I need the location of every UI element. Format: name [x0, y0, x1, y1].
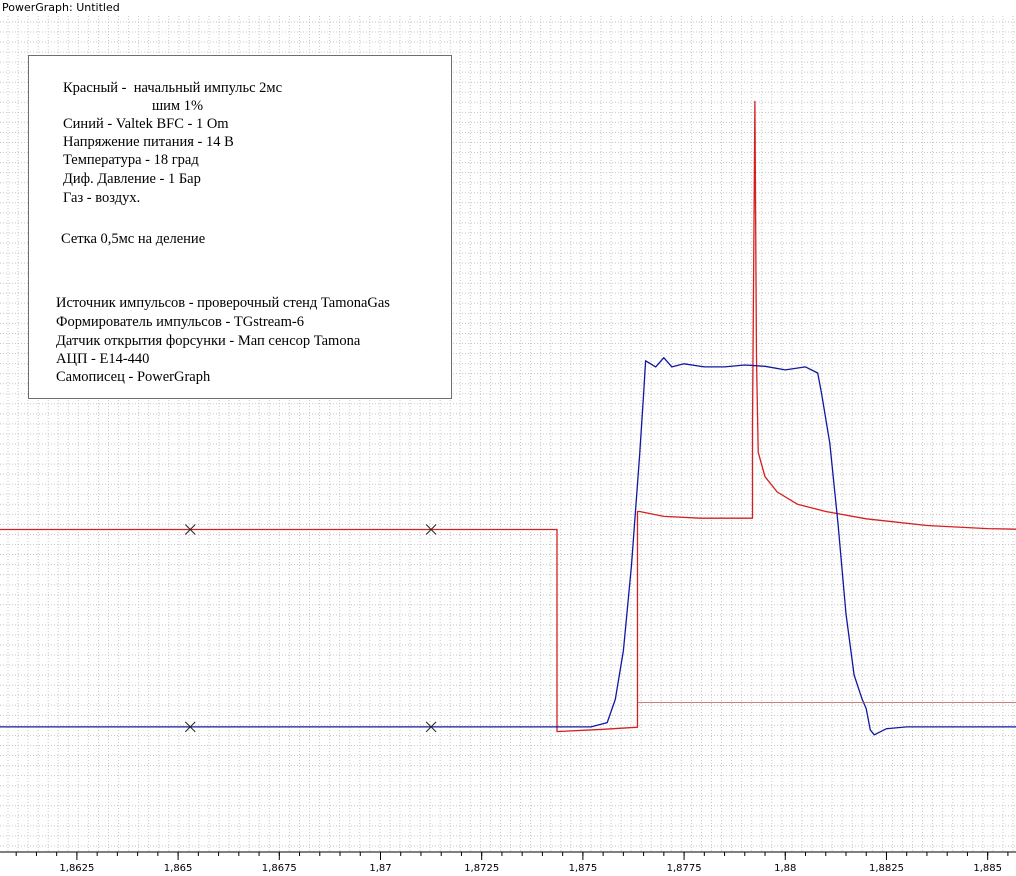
x-tick-label: 1,875	[569, 863, 598, 874]
series-marker	[184, 524, 196, 535]
x-tick-label: 1,865	[164, 863, 193, 874]
grid	[0, 16, 1016, 852]
note-line-pulse-shaper: Формирователь импульсов - TGstream-6	[56, 314, 304, 330]
x-tick-label: 1,87	[369, 863, 391, 874]
x-axis: 1,8625 1,865 1,8675 1,87 1,8725 1,875 1,8775 1,…	[0, 851, 1016, 874]
note-line-pulse-source: Источник импульсов - проверочный стенд T…	[56, 295, 390, 311]
x-tick-label: 1,8625	[59, 863, 94, 874]
window-title: PowerGraph: Untitled	[0, 0, 1016, 16]
x-tick-label: 1,8725	[464, 863, 499, 874]
series-group	[0, 100, 1016, 736]
x-tick-label: 1,8775	[667, 863, 702, 874]
x-tick-label: 1,8825	[869, 863, 904, 874]
notes-box[interactable]: Красный - начальный импульс 2мс шим 1% С…	[28, 55, 452, 399]
x-tick-label: 1,8675	[262, 863, 297, 874]
x-tick-label: 1,88	[774, 863, 796, 874]
series-line-2	[0, 357, 1016, 736]
note-line-blue: Синий - Valtek BFC - 1 Om	[63, 116, 229, 132]
note-line-grid-scale: Сетка 0,5мс на деление	[61, 231, 206, 247]
note-line-pressure: Диф. Давление - 1 Бар	[63, 171, 201, 187]
note-line-sensor: Датчик открытия форсунки - Мап сенсор Ta…	[56, 333, 361, 349]
note-line-adc: АЦП - E14-440	[56, 351, 150, 367]
note-line-temperature: Температура - 18 град	[63, 152, 199, 168]
note-line-recorder: Самописец - PowerGraph	[56, 369, 211, 385]
note-line-pwm: шим 1%	[152, 98, 204, 114]
series-line-1	[0, 100, 1016, 733]
series-marker	[184, 721, 196, 733]
series-marker	[425, 721, 437, 733]
note-line-voltage: Напряжение питания - 14 В	[63, 134, 234, 150]
note-line-red: Красный - начальный импульс 2мс	[63, 80, 283, 96]
note-line-gas: Газ - воздух.	[63, 190, 141, 206]
x-tick-label: 1,885	[973, 863, 1002, 874]
series-marker	[425, 524, 437, 535]
